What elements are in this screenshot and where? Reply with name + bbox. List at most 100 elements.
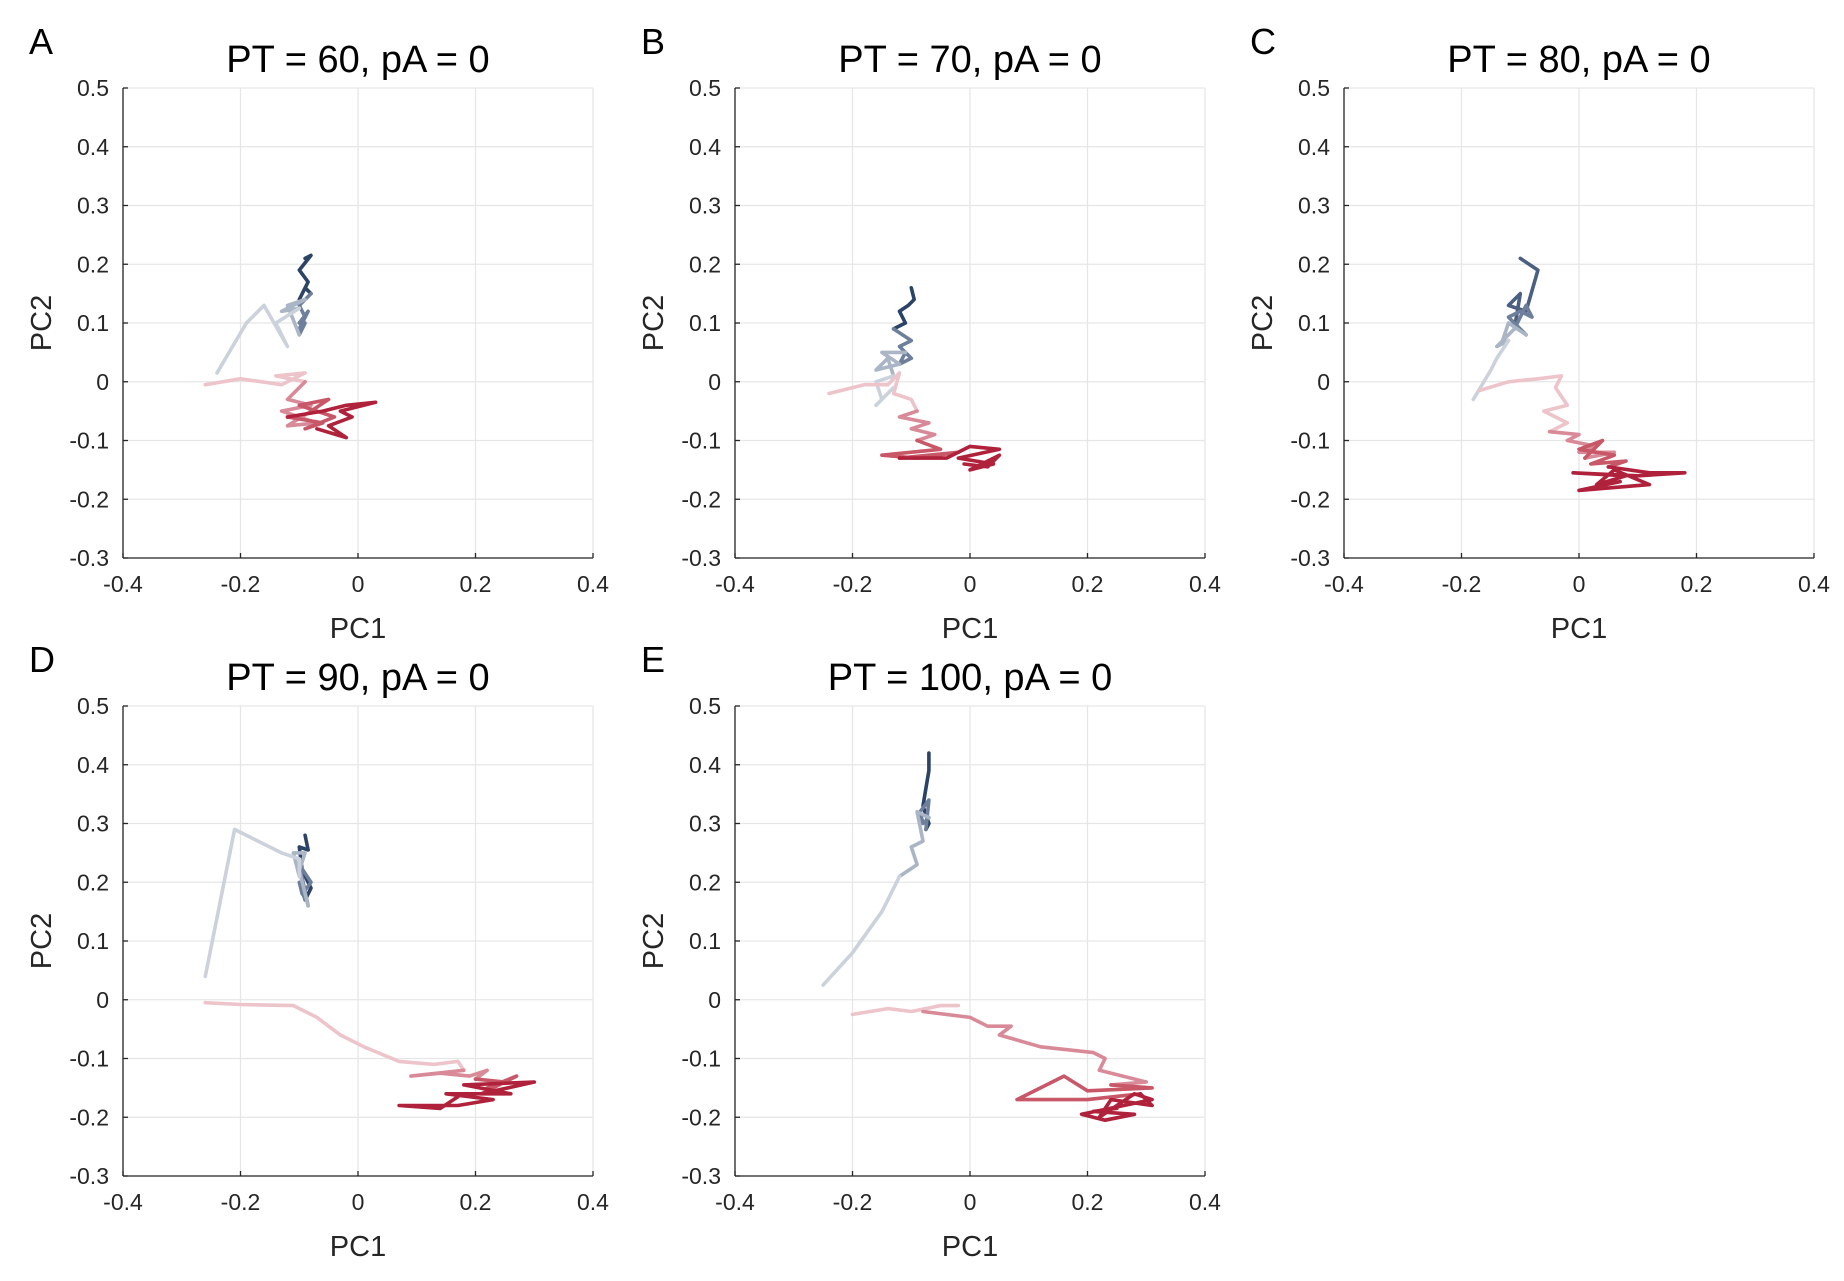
- trajectory-segment: [285, 397, 337, 431]
- panel-letter: C: [1250, 21, 1276, 62]
- chart-title: PT = 60, pA = 0: [226, 39, 489, 81]
- panel-letter: A: [29, 21, 53, 62]
- x-tick-label: -0.4: [1324, 571, 1364, 597]
- panel-letter: B: [641, 21, 665, 62]
- x-tick-label: 0: [1573, 571, 1586, 597]
- y-tick-label: -0.1: [681, 1046, 721, 1072]
- trajectory-segment: [880, 438, 961, 460]
- y-tick-label: -0.2: [681, 486, 721, 512]
- trajectory-segment: [1571, 465, 1687, 493]
- chart-panel-c: -0.4 -0.2 0 0.2 0.4 -0.3 -0.2 -0.1 0 0.1 0.2 0.3 0.4…: [1247, 21, 1830, 645]
- trajectory-segment: [827, 371, 919, 413]
- y-tick-label: 0: [96, 369, 109, 395]
- y-tick-label: -0.1: [1290, 428, 1330, 454]
- trajectory-segment: [897, 444, 1002, 472]
- x-axis-label: PC1: [942, 1231, 998, 1263]
- y-tick-label: -0.1: [69, 1046, 109, 1072]
- y-tick-label: -0.1: [69, 428, 109, 454]
- trajectory-segment: [1471, 338, 1511, 402]
- y-tick-label: -0.3: [1290, 545, 1330, 571]
- chart-panel-b: -0.4 -0.2 0 0.2 0.4 -0.3 -0.2 -0.1 0 0.1 0.2 0.3 0.4…: [638, 21, 1221, 645]
- y-tick-label: 0.1: [77, 928, 109, 954]
- trajectory-segment: [279, 379, 319, 428]
- x-tick-label: 0.2: [1681, 571, 1713, 597]
- x-tick-label: -0.2: [1442, 571, 1482, 597]
- trajectory-segment: [1506, 303, 1534, 337]
- x-tick-label: 0.4: [577, 571, 609, 597]
- panel-letter: E: [641, 639, 665, 680]
- trajectory-segment: [285, 400, 378, 440]
- trajectory-segment: [1506, 256, 1540, 331]
- y-tick-label: 0.4: [689, 134, 721, 160]
- y-tick-label: 0.2: [77, 869, 109, 895]
- trajectory-segment: [203, 1000, 466, 1073]
- y-tick-label: 0: [708, 369, 721, 395]
- trajectory-segment: [297, 253, 313, 302]
- y-tick-label: -0.3: [681, 545, 721, 571]
- trajectory-segment: [203, 371, 307, 387]
- y-tick-label: -0.2: [69, 486, 109, 512]
- y-tick-label: 0.3: [77, 193, 109, 219]
- y-tick-label: 0.4: [1298, 134, 1330, 160]
- chart-panel-e: -0.4 -0.2 0 0.2 0.4 -0.3 -0.2 -0.1 0 0.1 0.2 0.3 0.4…: [638, 639, 1221, 1263]
- y-tick-label: 0.5: [77, 75, 109, 101]
- trajectory-segment: [215, 303, 302, 375]
- y-tick-label: 0.5: [77, 693, 109, 719]
- chart-panel-d: -0.4 -0.2 0 0.2 0.4 -0.3 -0.2 -0.1 0 0.1 0.2 0.3 0.4…: [26, 639, 609, 1263]
- x-tick-label: 0.2: [1072, 1189, 1104, 1215]
- y-tick-label: 0.2: [689, 869, 721, 895]
- x-tick-label: -0.4: [715, 571, 755, 597]
- trajectory-segment: [821, 874, 902, 987]
- y-tick-label: 0.1: [689, 928, 721, 954]
- x-tick-label: -0.4: [715, 1189, 755, 1215]
- chart-title: PT = 90, pA = 0: [226, 657, 489, 699]
- y-tick-label: -0.2: [1290, 486, 1330, 512]
- y-tick-label: -0.3: [69, 545, 109, 571]
- trajectory-segment: [874, 350, 908, 378]
- trajectory-segment: [1015, 1074, 1154, 1102]
- x-tick-label: 0.4: [577, 1189, 609, 1215]
- y-axis-label: PC2: [638, 295, 670, 351]
- trajectory-segment: [891, 327, 914, 366]
- y-tick-label: 0: [1317, 369, 1330, 395]
- trajectory-segment: [1495, 321, 1528, 349]
- y-tick-label: 0.3: [1298, 193, 1330, 219]
- trajectory-segment: [409, 1068, 490, 1081]
- x-tick-label: -0.4: [103, 571, 143, 597]
- x-tick-label: -0.2: [833, 571, 873, 597]
- y-tick-label: 0: [708, 987, 721, 1013]
- x-tick-label: 0.2: [460, 1189, 492, 1215]
- y-tick-label: 0.2: [689, 251, 721, 277]
- y-tick-label: -0.1: [681, 428, 721, 454]
- y-tick-label: 0.1: [1298, 310, 1330, 336]
- trajectory-segment: [291, 851, 310, 908]
- y-tick-label: -0.3: [69, 1163, 109, 1189]
- trajectory-segment: [1079, 1092, 1154, 1122]
- x-tick-label: -0.2: [833, 1189, 873, 1215]
- trajectory-segment: [897, 809, 931, 879]
- y-tick-label: 0: [96, 987, 109, 1013]
- y-axis-label: PC2: [1247, 295, 1279, 351]
- x-axis-label: PC1: [330, 613, 386, 645]
- y-tick-label: 0.5: [1298, 75, 1330, 101]
- trajectory-segment: [397, 1080, 537, 1111]
- x-tick-label: 0.4: [1189, 571, 1221, 597]
- y-axis-label: PC2: [638, 913, 670, 969]
- chart-title: PT = 80, pA = 0: [1447, 39, 1710, 81]
- x-tick-label: -0.2: [221, 1189, 261, 1215]
- trajectory-segment: [1477, 374, 1570, 434]
- x-axis-label: PC1: [942, 613, 998, 645]
- y-tick-label: 0.5: [689, 693, 721, 719]
- y-tick-label: -0.3: [681, 1163, 721, 1189]
- x-tick-label: 0: [352, 1189, 365, 1215]
- x-tick-label: -0.4: [103, 1189, 143, 1215]
- x-tick-label: 0: [964, 1189, 977, 1215]
- y-tick-label: 0.1: [77, 310, 109, 336]
- y-tick-label: -0.2: [681, 1104, 721, 1130]
- y-tick-label: 0.5: [689, 75, 721, 101]
- trajectory-segment: [921, 751, 931, 832]
- panel-letter: D: [29, 639, 55, 680]
- trajectory-segment: [203, 827, 302, 979]
- trajectory-segment: [897, 409, 937, 443]
